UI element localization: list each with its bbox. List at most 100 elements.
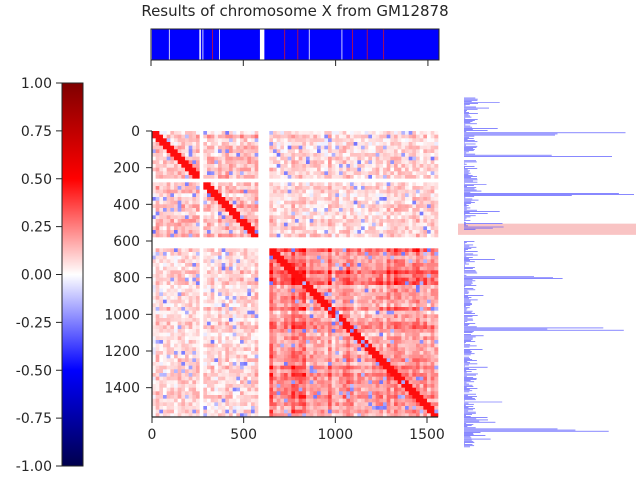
heatmap-cell (247, 145, 252, 150)
heatmap-cell (372, 233, 376, 238)
heatmap-cell (207, 329, 211, 333)
heatmap-cell (401, 274, 406, 278)
heatmap-cell (427, 230, 431, 234)
heatmap-cell (372, 237, 376, 242)
heatmap-cell (397, 321, 402, 326)
heatmap-cell (170, 321, 175, 326)
heatmap-cell (416, 354, 420, 359)
heatmap-cell (221, 142, 226, 146)
heatmap-cell (313, 248, 318, 253)
heatmap-cell (262, 237, 266, 242)
heatmap-cell (170, 134, 175, 139)
heatmap-cell (295, 197, 299, 201)
heatmap-cell (313, 354, 318, 359)
heatmap-cell (379, 358, 384, 363)
heatmap-cell (243, 248, 248, 253)
heatmap-cell (416, 160, 420, 165)
heatmap-cell (218, 134, 222, 139)
heatmap-cell (379, 197, 384, 201)
heatmap-cell (185, 138, 189, 143)
heatmap-cell (284, 336, 288, 341)
heatmap-cell (350, 288, 354, 293)
heatmap-cell (225, 138, 230, 143)
heatmap-cell (342, 186, 347, 190)
heatmap-cell (159, 285, 164, 289)
heatmap-cell (379, 156, 384, 161)
heatmap-cell (240, 343, 244, 348)
heatmap-cell (357, 233, 362, 238)
heatmap-cell (240, 134, 244, 139)
heatmap-cell (342, 358, 347, 363)
heatmap-cell (254, 270, 259, 275)
heatmap-cell (159, 197, 164, 201)
heatmap-cell (287, 204, 292, 209)
heatmap-cell (254, 288, 259, 293)
heatmap-cell (434, 255, 439, 260)
heatmap-cell (335, 204, 340, 209)
heatmap-cell (196, 307, 200, 311)
heatmap-cell (401, 310, 406, 315)
heatmap-cell (416, 153, 420, 157)
heatmap-cell (199, 288, 204, 293)
heatmap-cell (353, 233, 358, 238)
heatmap-cell (155, 299, 160, 304)
heatmap-cell (401, 307, 406, 311)
heatmap-cell (287, 230, 292, 234)
heatmap-cell (199, 299, 204, 304)
heatmap-cell (284, 354, 288, 359)
heatmap-cell (405, 171, 409, 176)
heatmap-cell (229, 145, 233, 150)
heatmap-cell (386, 340, 391, 344)
heatmap-cell (207, 138, 211, 143)
heatmap-cell (174, 303, 178, 308)
heatmap-cell (368, 270, 373, 275)
heatmap-cell (320, 208, 325, 212)
heatmap-cell (273, 303, 277, 308)
heatmap-cell (401, 244, 406, 249)
heatmap-cell (357, 351, 362, 355)
heatmap-cell (262, 156, 266, 161)
heatmap-cell (379, 318, 384, 322)
heatmap-cell (342, 193, 347, 198)
heatmap-cell (401, 318, 406, 322)
heatmap-cell (401, 340, 406, 344)
heatmap-cell (174, 347, 178, 352)
heatmap-cell (397, 314, 402, 319)
heatmap-cell (379, 252, 384, 256)
heatmap-cell (203, 354, 208, 359)
heatmap-cell (174, 299, 178, 304)
heatmap-cell (291, 285, 296, 289)
heatmap-cell (368, 160, 373, 165)
heatmap-cell (192, 351, 197, 355)
heatmap-cell (269, 281, 274, 286)
heatmap-cell (240, 303, 244, 308)
heatmap-cell (408, 138, 413, 143)
heatmap-cell (383, 215, 387, 220)
heatmap-cell (265, 281, 270, 286)
heatmap-cell (269, 215, 274, 220)
heatmap-cell (243, 263, 248, 267)
heatmap-cell (170, 285, 175, 289)
heatmap-cell (401, 303, 406, 308)
heatmap-cell (221, 145, 226, 150)
heatmap-cell (405, 156, 409, 161)
heatmap-cell (394, 189, 398, 194)
heatmap-cell (405, 351, 409, 355)
heatmap-cell (236, 314, 241, 319)
heatmap-cell (159, 178, 164, 183)
heatmap-cell (273, 156, 277, 161)
heatmap-cell (320, 175, 325, 179)
heatmap-cell (207, 215, 211, 220)
heatmap-cell (163, 204, 167, 209)
heatmap-cell (317, 186, 321, 190)
heatmap-cell (346, 332, 351, 337)
heatmap-cell (335, 134, 340, 139)
heatmap-cell (375, 186, 380, 190)
heatmap-cell (247, 266, 252, 271)
heatmap-cell (225, 134, 230, 139)
heatmap-cell (174, 131, 178, 135)
heatmap-cell (313, 347, 318, 352)
heatmap-cell (317, 244, 321, 249)
heatmap-cell (284, 310, 288, 315)
heatmap-cell (185, 292, 189, 297)
